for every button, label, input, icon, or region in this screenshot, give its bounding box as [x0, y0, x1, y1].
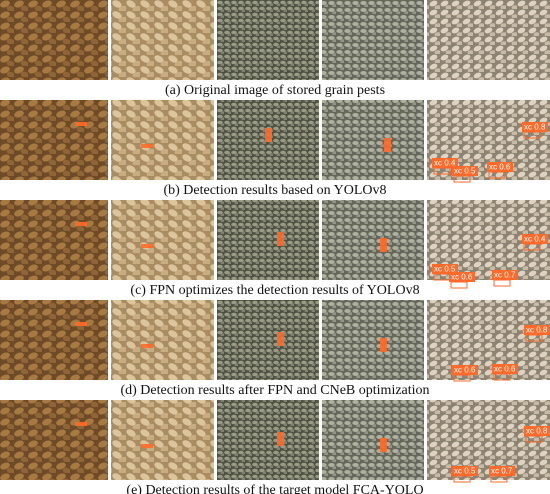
detection-label-bg	[524, 325, 550, 335]
grain-image	[0, 0, 108, 80]
detection-box	[75, 122, 87, 126]
detection-label-bg	[449, 272, 475, 282]
detection-label-bg	[452, 365, 478, 375]
detection-label-bg	[492, 364, 518, 374]
detection-box	[384, 138, 391, 152]
detection-label-bg	[432, 264, 458, 274]
caption: (b) Detection results based on YOLOv8	[163, 183, 386, 198]
caption: (e) Detection results of the target mode…	[126, 483, 423, 494]
detection-box	[493, 373, 511, 381]
detection-box	[141, 444, 153, 448]
grain-image	[427, 0, 550, 80]
detection-box	[523, 243, 541, 251]
grain-image	[217, 0, 319, 80]
detection-box	[277, 332, 284, 346]
grain-image	[217, 400, 319, 480]
detection-label: xc 0.5	[454, 467, 476, 476]
detection-label: xc 0.6	[494, 365, 516, 374]
detection-label-bg	[489, 466, 515, 476]
detection-label-bg	[522, 122, 548, 132]
detection-label: xc 0.4	[434, 159, 456, 168]
grain-image	[0, 200, 108, 280]
grain-image	[111, 300, 214, 380]
detection-box	[433, 167, 451, 175]
detection-label-bg	[487, 162, 513, 172]
detection-box	[450, 281, 468, 289]
grain-image	[0, 100, 108, 180]
detection-box	[453, 175, 471, 183]
detection-label: xc 0.7	[491, 467, 513, 476]
detection-box	[141, 244, 153, 248]
detection-label: xc 0.7	[494, 271, 516, 280]
detection-label-bg	[522, 234, 548, 244]
detection-label: xc 0.8	[524, 123, 546, 132]
detection-label: xc 0.6	[489, 163, 511, 172]
grain-image	[322, 0, 424, 80]
detection-box	[265, 128, 272, 142]
detection-box	[488, 171, 506, 179]
grain-image	[427, 400, 550, 480]
grain-image	[322, 400, 424, 480]
grain-image	[111, 0, 214, 80]
detection-box	[453, 475, 471, 483]
detection-label: xc 0.5	[434, 265, 456, 274]
grain-image	[111, 100, 214, 180]
detection-label: xc 0.6	[451, 273, 473, 282]
detection-box	[75, 422, 87, 426]
detection-box	[523, 131, 541, 139]
detection-label-bg	[452, 466, 478, 476]
caption: (a) Original image of stored grain pests	[165, 83, 385, 98]
detection-label: xc 0.4	[524, 235, 546, 244]
detection-box	[453, 374, 471, 382]
grain-image	[217, 200, 319, 280]
detection-box	[277, 432, 284, 446]
detection-box	[141, 344, 153, 348]
detection-box	[75, 322, 87, 326]
detection-box	[75, 222, 87, 226]
grain-image	[0, 400, 108, 480]
grain-image	[427, 300, 550, 380]
caption: (d) Detection results after FPN and CNeB…	[120, 383, 429, 398]
grain-image	[322, 200, 424, 280]
caption: (c) FPN optimizes the detection results …	[130, 283, 419, 298]
detection-box	[277, 232, 284, 246]
grain-image	[322, 300, 424, 380]
grain-image	[111, 200, 214, 280]
grain-image	[217, 300, 319, 380]
detection-box	[380, 238, 387, 252]
detection-label-bg	[492, 270, 518, 280]
detection-box	[380, 438, 387, 452]
detection-label-bg	[524, 426, 550, 436]
detection-label-bg	[432, 158, 458, 168]
detection-box	[141, 144, 153, 148]
detection-box	[493, 279, 511, 287]
grain-image	[111, 400, 214, 480]
grain-image	[0, 300, 108, 380]
grain-image	[322, 100, 424, 180]
detection-box	[490, 475, 508, 483]
detection-box	[525, 435, 543, 443]
detection-label: xc 0.8	[526, 326, 548, 335]
detection-label: xc 0.6	[454, 366, 476, 375]
detection-label: xc 0.5	[454, 167, 476, 176]
detection-box	[525, 334, 543, 342]
detection-label: xc 0.8	[526, 427, 548, 436]
detection-label-bg	[452, 166, 478, 176]
detection-box	[380, 338, 387, 352]
